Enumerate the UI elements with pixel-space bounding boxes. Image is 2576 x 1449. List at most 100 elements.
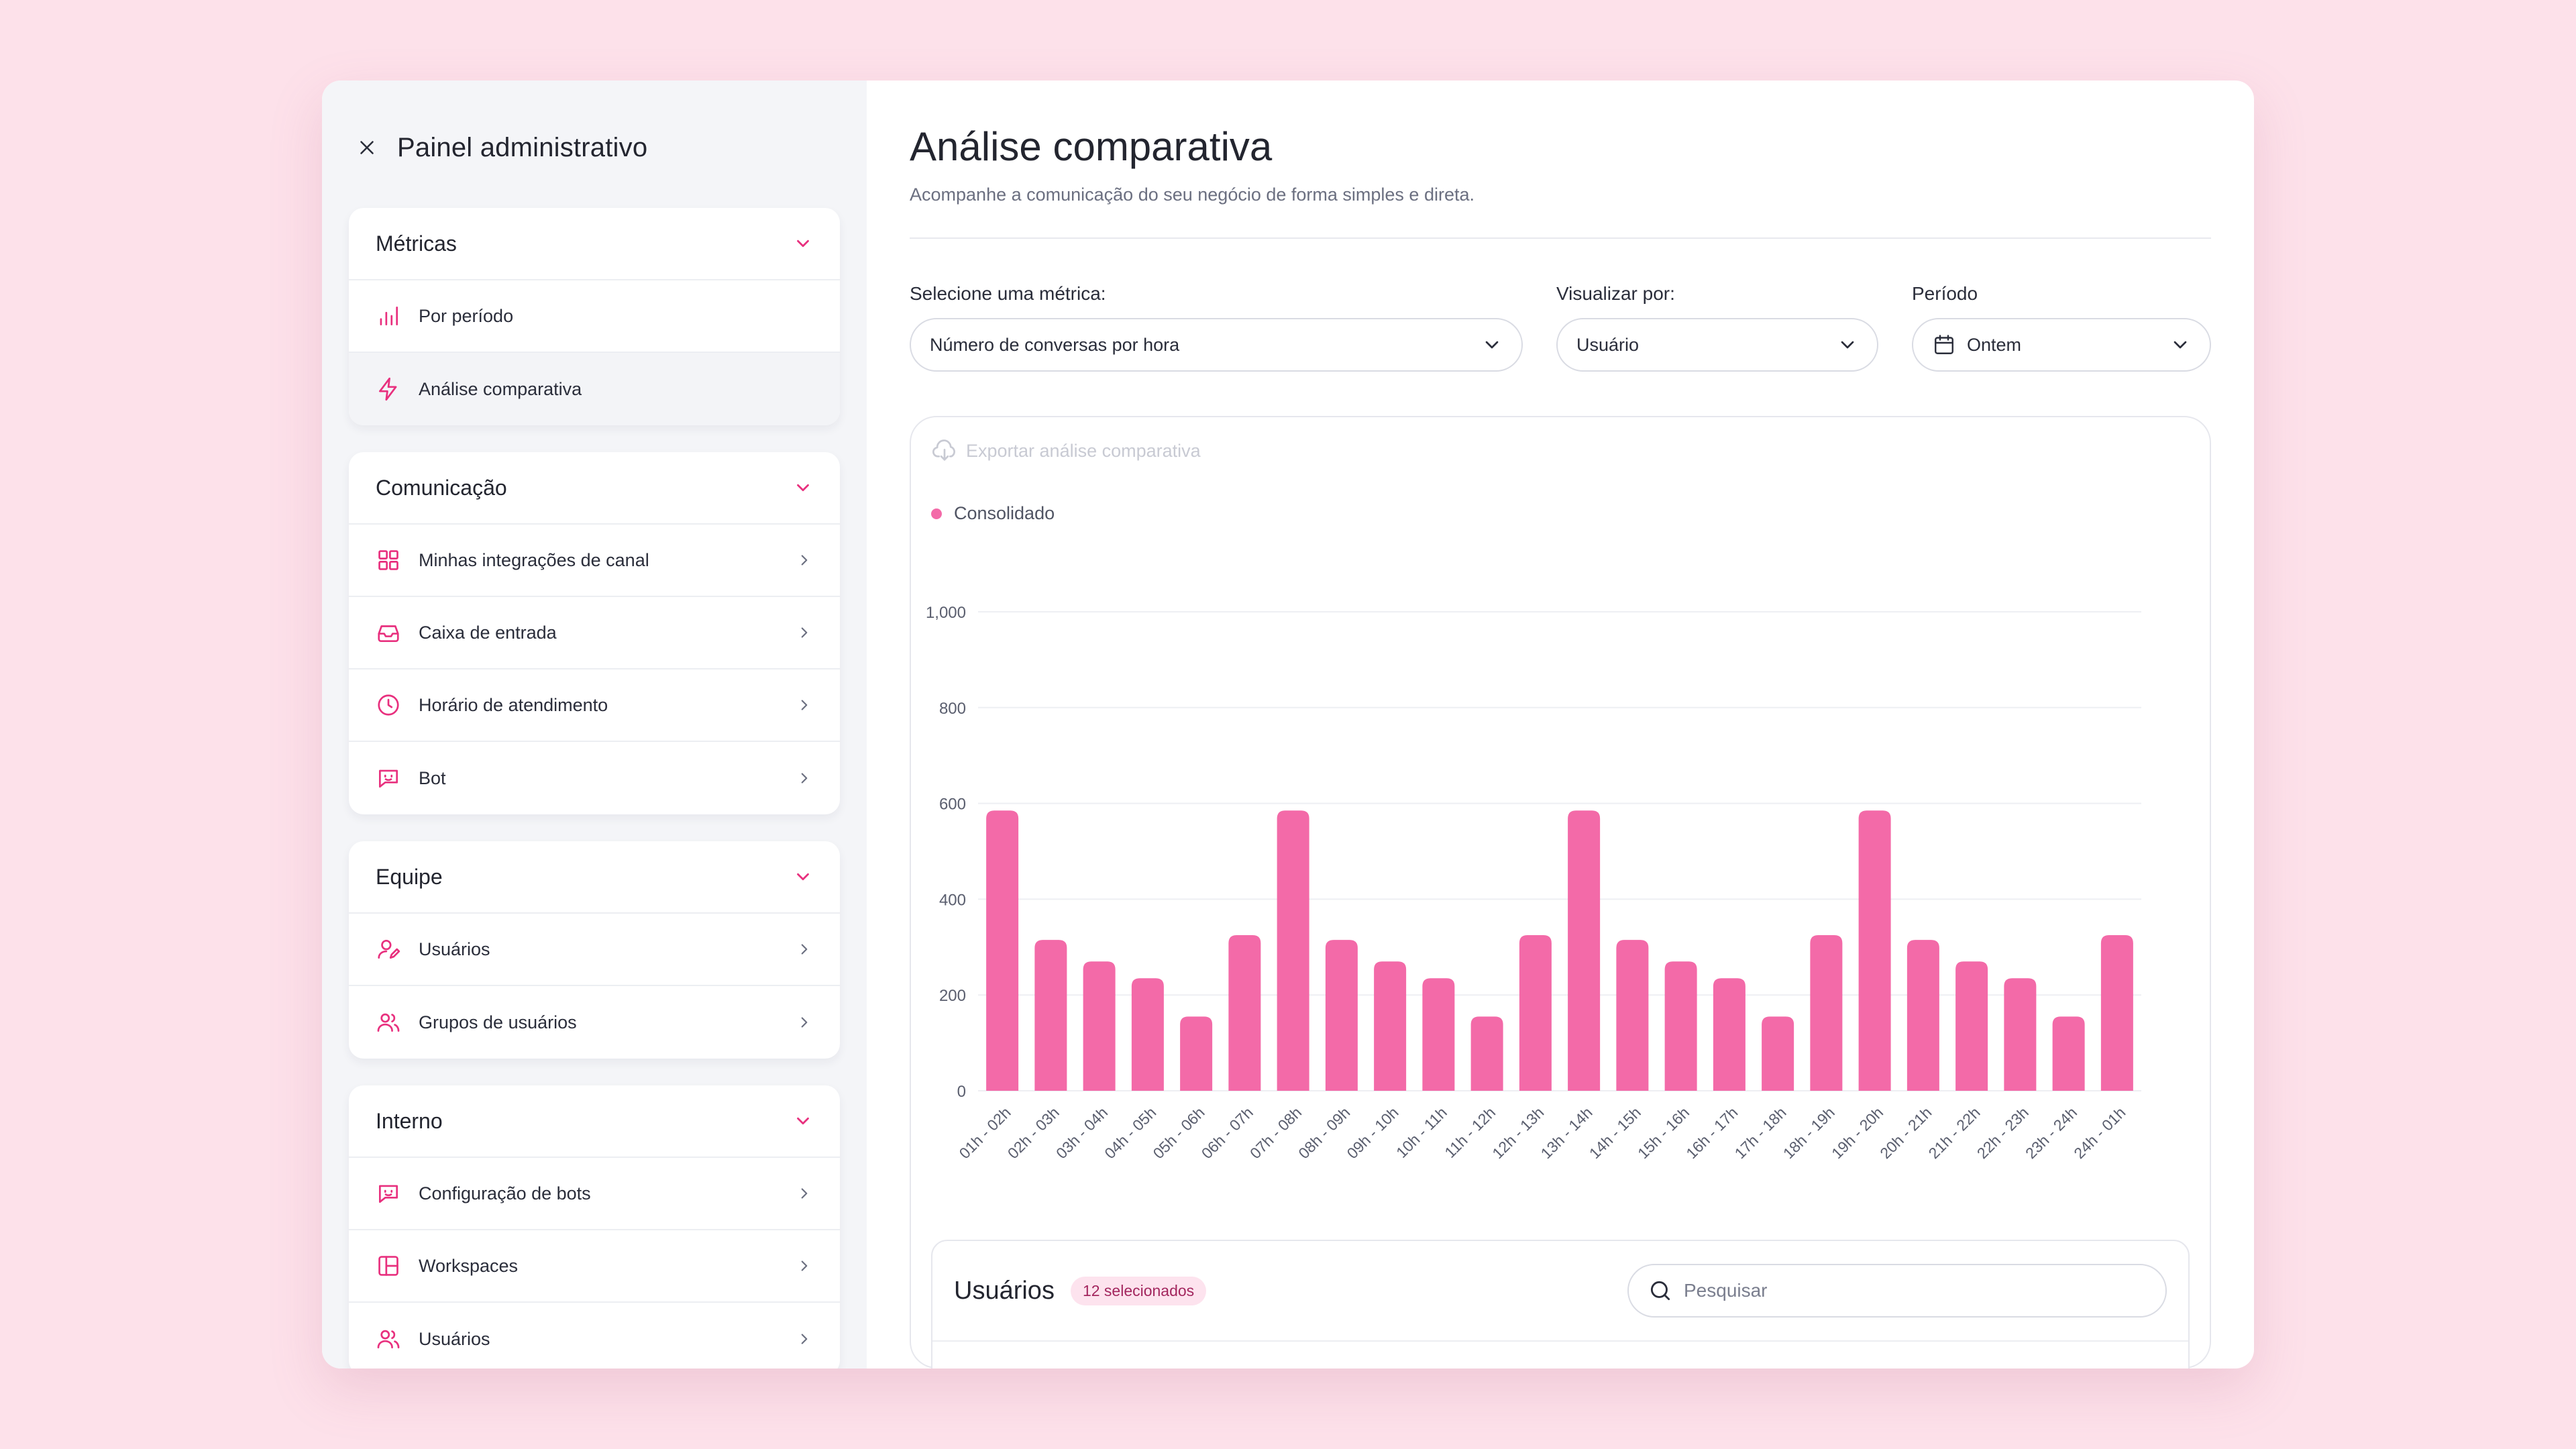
- export-button[interactable]: Exportar análise comparativa: [931, 437, 1201, 464]
- bar: [1180, 1016, 1213, 1091]
- sidebar-group: Equipe Usuários Grupos de usuários: [349, 841, 840, 1059]
- x-tick-label: 21h - 22h: [1925, 1104, 1984, 1162]
- bar-chart-icon: [380, 306, 398, 326]
- sidebar-group-header[interactable]: Métricas: [349, 208, 840, 280]
- page-title: Análise comparativa: [910, 124, 1273, 169]
- sidebar-group: Interno Configuração de bots Workspaces Usu…: [349, 1085, 840, 1368]
- chevron-down-icon: [797, 1117, 809, 1125]
- sidebar-item[interactable]: Workspaces: [349, 1230, 840, 1303]
- chevron-right-icon: [801, 944, 808, 955]
- clock-icon: [378, 694, 399, 716]
- x-tick-label: 17h - 18h: [1731, 1104, 1790, 1162]
- period-value-wrap: Ontem: [1932, 333, 2021, 357]
- sidebar-item[interactable]: Grupos de usuários: [349, 986, 840, 1059]
- x-tick-label: 22h - 23h: [1974, 1104, 2032, 1162]
- bar: [1228, 934, 1261, 1091]
- chevron-right-icon: [801, 627, 808, 638]
- sidebar-item-label: Configuração de bots: [419, 1183, 591, 1203]
- search-input[interactable]: [1684, 1280, 2147, 1301]
- users-panel: Usuários 12 selecionados: [931, 1240, 2190, 1368]
- x-tick-label: 15h - 16h: [1634, 1104, 1693, 1162]
- sidebar-item-label: Bot: [419, 767, 446, 788]
- y-tick-label: 0: [957, 1083, 966, 1101]
- close-icon[interactable]: [356, 136, 378, 159]
- chart-legend: Consolidado: [931, 503, 1055, 524]
- legend-dot: [931, 508, 942, 519]
- view-select[interactable]: Usuário: [1556, 318, 1878, 372]
- search-box: [1627, 1264, 2167, 1318]
- sidebar-group-label: Comunicação: [376, 475, 507, 500]
- x-tick-label: 13h - 14h: [1538, 1104, 1596, 1162]
- sidebar-item[interactable]: Configuração de bots: [349, 1158, 840, 1230]
- chart-card: Exportar análise comparativa Consolidado…: [910, 416, 2211, 1368]
- users-icon: [377, 1330, 400, 1349]
- sidebar-item[interactable]: Análise comparativa: [349, 353, 840, 425]
- sidebar-group-header[interactable]: Comunicação: [349, 452, 840, 525]
- sidebar-item-label: Por período: [419, 305, 514, 326]
- sidebar-item[interactable]: Usuários: [349, 1303, 840, 1368]
- inbox-icon: [378, 625, 399, 643]
- x-tick-label: 04h - 05h: [1101, 1104, 1159, 1162]
- x-tick-label: 12h - 13h: [1489, 1104, 1547, 1162]
- bar: [1083, 961, 1116, 1091]
- sidebar-item-label: Usuários: [419, 938, 490, 959]
- y-tick-label: 1,000: [926, 604, 966, 622]
- sidebar-item[interactable]: Minhas integrações de canal: [349, 525, 840, 597]
- sidebar-group: Comunicação Minhas integrações de canal Ca…: [349, 452, 840, 814]
- x-tick-label: 18h - 19h: [1780, 1104, 1838, 1162]
- period-field: Período Ontem: [1912, 283, 2211, 372]
- export-label: Exportar análise comparativa: [966, 440, 1201, 461]
- calendar-icon: [1935, 335, 1953, 354]
- sidebar-item-label: Horário de atendimento: [419, 694, 608, 715]
- period-label: Período: [1912, 283, 1978, 304]
- y-tick-label: 200: [939, 987, 966, 1005]
- x-tick-label: 02h - 03h: [1004, 1104, 1063, 1162]
- sidebar-group-header[interactable]: Equipe: [349, 841, 840, 914]
- main-content: Análise comparativa Acompanhe a comunica…: [867, 80, 2254, 1368]
- bar: [1858, 810, 1891, 1091]
- bar: [1810, 934, 1843, 1091]
- sidebar-group-header[interactable]: Interno: [349, 1085, 840, 1158]
- sidebar-group: Métricas Por período Análise comparativa: [349, 208, 840, 425]
- search-icon: [1650, 1281, 1670, 1301]
- sidebar-item[interactable]: Usuários: [349, 914, 840, 986]
- bar: [1713, 978, 1746, 1091]
- bar: [2004, 978, 2037, 1091]
- bar: [1034, 940, 1067, 1091]
- sidebar-item[interactable]: Horário de atendimento: [349, 669, 840, 742]
- sidebar-item[interactable]: Por período: [349, 280, 840, 353]
- bar: [1664, 961, 1697, 1091]
- bar: [1955, 961, 1988, 1091]
- lightning-icon: [378, 377, 397, 401]
- x-tick-label: 03h - 04h: [1053, 1104, 1111, 1162]
- period-value: Ontem: [1967, 334, 2022, 355]
- bar: [986, 810, 1019, 1091]
- sidebar-groups: Métricas Por período Análise comparativa Co…: [349, 208, 840, 1368]
- metric-select[interactable]: Número de conversas por hora: [910, 318, 1523, 372]
- cloud-download-icon: [932, 439, 955, 461]
- sidebar-item[interactable]: Caixa de entrada: [349, 597, 840, 669]
- view-field: Visualizar por: Usuário: [1556, 283, 1878, 372]
- y-tick-label: 400: [939, 891, 966, 909]
- sidebar: Painel administrativo Métricas Por períod…: [322, 80, 867, 1368]
- bar: [1325, 940, 1358, 1091]
- period-select[interactable]: Ontem: [1912, 318, 2211, 372]
- bar: [2100, 934, 2133, 1091]
- bar: [1762, 1016, 1794, 1091]
- x-tick-label: 10h - 11h: [1393, 1104, 1450, 1161]
- x-tick-label: 16h - 17h: [1682, 1104, 1741, 1162]
- chevron-right-icon: [801, 1188, 808, 1199]
- sidebar-item[interactable]: Bot: [349, 742, 840, 814]
- chevron-right-icon: [801, 555, 808, 566]
- x-tick-label: 06h - 07h: [1198, 1104, 1256, 1162]
- users-title: Usuários: [954, 1276, 1055, 1305]
- x-tick-label: 24h - 01h: [2070, 1104, 2129, 1162]
- x-tick-label: 14h - 15h: [1586, 1104, 1644, 1162]
- sidebar-group-label: Equipe: [376, 864, 443, 889]
- legend-label: Consolidado: [954, 503, 1055, 523]
- sidebar-item-label: Minhas integrações de canal: [419, 549, 649, 570]
- metric-field: Selecione uma métrica: Número de convers…: [910, 283, 1523, 372]
- chevron-down-icon: [1841, 341, 1854, 349]
- x-tick-label: 23h - 24h: [2022, 1104, 2080, 1162]
